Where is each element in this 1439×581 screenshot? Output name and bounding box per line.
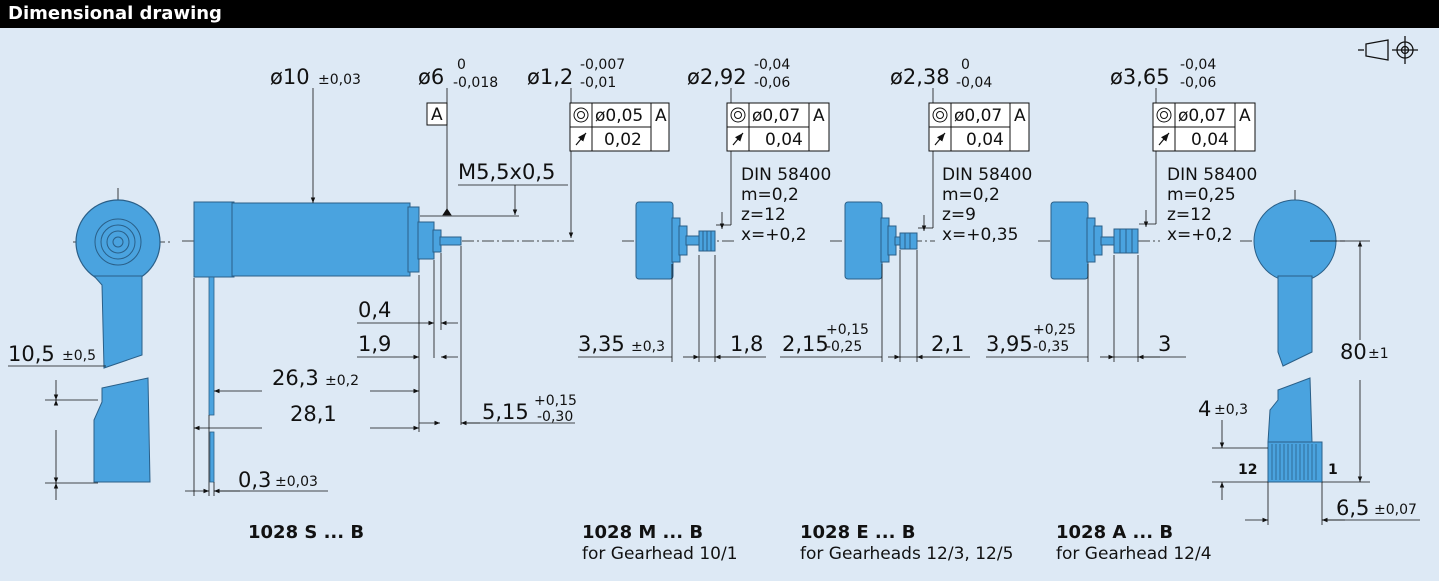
motor-e-gear-1: m=0,2 [942, 185, 1000, 205]
projection-symbol-icon [1358, 36, 1418, 64]
dim-10-5-value: 10,5 [8, 342, 55, 366]
connector-dim-80-tol: ±1 [1368, 346, 1389, 362]
motor-a-dim-b: 3 [1158, 332, 1171, 356]
motor-m-dim-a-tol: ±0,3 [631, 339, 665, 355]
motor-m-gear-3: x=+0,2 [741, 225, 807, 245]
motor-e-sublabel: for Gearheads 12/3, 12/5 [800, 544, 1013, 564]
connector-dim-80: 80 [1340, 340, 1367, 364]
motor-a-gear-0: DIN 58400 [1167, 165, 1257, 185]
motor-e-diameter: ø2,38 [890, 65, 950, 89]
motor-s-shaft-tol-upper: 0 [457, 57, 466, 73]
motor-e-dim-a: 2,15 [782, 332, 829, 356]
motor-s-thread: M5,5x0,5 [458, 160, 555, 184]
motor-s-pin-tol-lower: -0,01 [580, 75, 616, 91]
motor-e-view [830, 201, 935, 280]
motor-e-tol-lower: -0,04 [956, 75, 992, 91]
datum-a-label: A [431, 105, 443, 125]
motor-s-shaft-tol-lower: -0,018 [453, 75, 498, 91]
motor-e-gear-2: z=9 [942, 205, 976, 225]
motor-a-tol-upper: -0,04 [1180, 57, 1216, 73]
motor-s-label: 1028 S ... B [248, 522, 364, 543]
connector-dim-6-5-tol: ±0,07 [1374, 502, 1417, 518]
dim-0-3-value: 0,3 [238, 468, 271, 492]
dim-5-15-tol-lower: -0,30 [537, 409, 573, 425]
motor-a-tol-lower: -0,06 [1180, 75, 1216, 91]
dim-26-3-tol: ±0,2 [325, 373, 359, 389]
motor-s-diameter: ø10 [270, 65, 310, 89]
motor-e-label: 1028 E ... B [800, 522, 915, 543]
motor-s-side-view [182, 201, 575, 483]
motor-a-dim-a-tol-lower: -0,35 [1033, 339, 1069, 355]
motor-m-tol-lower: -0,06 [754, 75, 790, 91]
motor-s-pin-tol-upper: -0,007 [580, 57, 625, 73]
motor-s-front-view [73, 188, 170, 483]
dim-0-3-tol: ±0,03 [275, 474, 318, 490]
motor-m-conc-ref: A [813, 106, 825, 126]
motor-a-runout-value: 0,04 [1191, 130, 1229, 150]
motor-e-dim-a-tol-lower: -0,25 [826, 339, 862, 355]
dim-1-9-value: 1,9 [358, 332, 391, 356]
motor-a-gear-3: x=+0,2 [1167, 225, 1233, 245]
dim-10-5 [8, 365, 106, 500]
motor-e-dim-a-tol-upper: +0,15 [826, 322, 869, 338]
motor-e-conc-ref: A [1014, 106, 1026, 126]
motor-e-dim-b: 2,1 [931, 332, 964, 356]
connector-pin-12: 12 [1238, 462, 1257, 478]
dim-5-15-tol-upper: +0,15 [534, 393, 577, 409]
motor-m-diameter: ø2,92 [687, 65, 747, 89]
motor-a-diameter: ø3,65 [1110, 65, 1170, 89]
connector-dim-4-tol: ±0,3 [1214, 402, 1248, 418]
motor-e-runout-value: 0,04 [966, 130, 1004, 150]
motor-a-conc-value: ø0,07 [1178, 106, 1226, 126]
motor-a-gear-1: m=0,25 [1167, 185, 1236, 205]
dim-28-1-value: 28,1 [290, 402, 337, 426]
motor-s-shaft-diameter: ø6 [418, 65, 444, 89]
motor-s-conc-ref: A [655, 106, 667, 126]
motor-s-tolerance-frame: ø0,05 A 0,02 [569, 102, 670, 152]
motor-m-dim-a: 3,35 [578, 332, 625, 356]
dim-10-5-tol: ±0,5 [62, 348, 96, 364]
motor-e-gear-3: x=+0,35 [942, 225, 1018, 245]
motor-m-runout-value: 0,04 [765, 130, 803, 150]
motor-a-gear-2: z=12 [1167, 205, 1212, 225]
motor-m-conc-value: ø0,07 [752, 106, 800, 126]
motor-m-tol-upper: -0,04 [754, 57, 790, 73]
connector-pin-1: 1 [1328, 462, 1338, 478]
motor-m-gear-0: DIN 58400 [741, 165, 831, 185]
connector-dim-4: 4 [1198, 397, 1211, 421]
motor-m-gear-2: z=12 [741, 205, 786, 225]
motor-m-view [622, 201, 735, 280]
header-bar: Dimensional drawing [0, 0, 1439, 28]
page-title: Dimensional drawing [8, 3, 222, 24]
motor-e-tol-upper: 0 [961, 57, 970, 73]
motor-e-tolerance-frame: ø0,07 A 0,04 [928, 102, 1030, 152]
motor-a-tolerance-frame: ø0,07 A 0,04 [1152, 102, 1256, 152]
motor-a-view [1038, 201, 1160, 280]
motor-m-gear-1: m=0,2 [741, 185, 799, 205]
motor-e-conc-value: ø0,07 [954, 106, 1002, 126]
motor-s-pin-diameter: ø1,2 [527, 65, 573, 89]
connector-dim-6-5: 6,5 [1336, 496, 1369, 520]
motor-s-dimension-lines [185, 88, 575, 496]
connector-view [1240, 190, 1345, 483]
dim-5-15-value: 5,15 [482, 400, 529, 424]
motor-a-dim-a-tol-upper: +0,25 [1033, 322, 1076, 338]
motor-m-tolerance-frame: ø0,07 A 0,04 [726, 102, 830, 152]
motor-a-sublabel: for Gearhead 12/4 [1056, 544, 1212, 564]
motor-s-conc-value: ø0,05 [595, 106, 643, 126]
motor-a-dim-a: 3,95 [986, 332, 1033, 356]
motor-m-dim-b: 1,8 [730, 332, 763, 356]
connector-dimension-lines [1212, 240, 1420, 525]
motor-s-runout-value: 0,02 [604, 130, 642, 150]
motor-a-conc-ref: A [1239, 106, 1251, 126]
motor-e-gear-0: DIN 58400 [942, 165, 1032, 185]
motor-m-label: 1028 M ... B [582, 522, 703, 543]
motor-m-sublabel: for Gearhead 10/1 [582, 544, 738, 564]
dim-0-4-value: 0,4 [358, 298, 391, 322]
dim-26-3-value: 26,3 [272, 366, 319, 390]
motor-a-label: 1028 A ... B [1056, 522, 1173, 543]
motor-s-diameter-tol: ±0,03 [318, 72, 361, 88]
